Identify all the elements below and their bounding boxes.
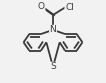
Text: Cl: Cl <box>65 3 74 12</box>
Text: S: S <box>50 62 56 71</box>
Text: N: N <box>50 25 56 34</box>
Text: O: O <box>38 2 45 11</box>
